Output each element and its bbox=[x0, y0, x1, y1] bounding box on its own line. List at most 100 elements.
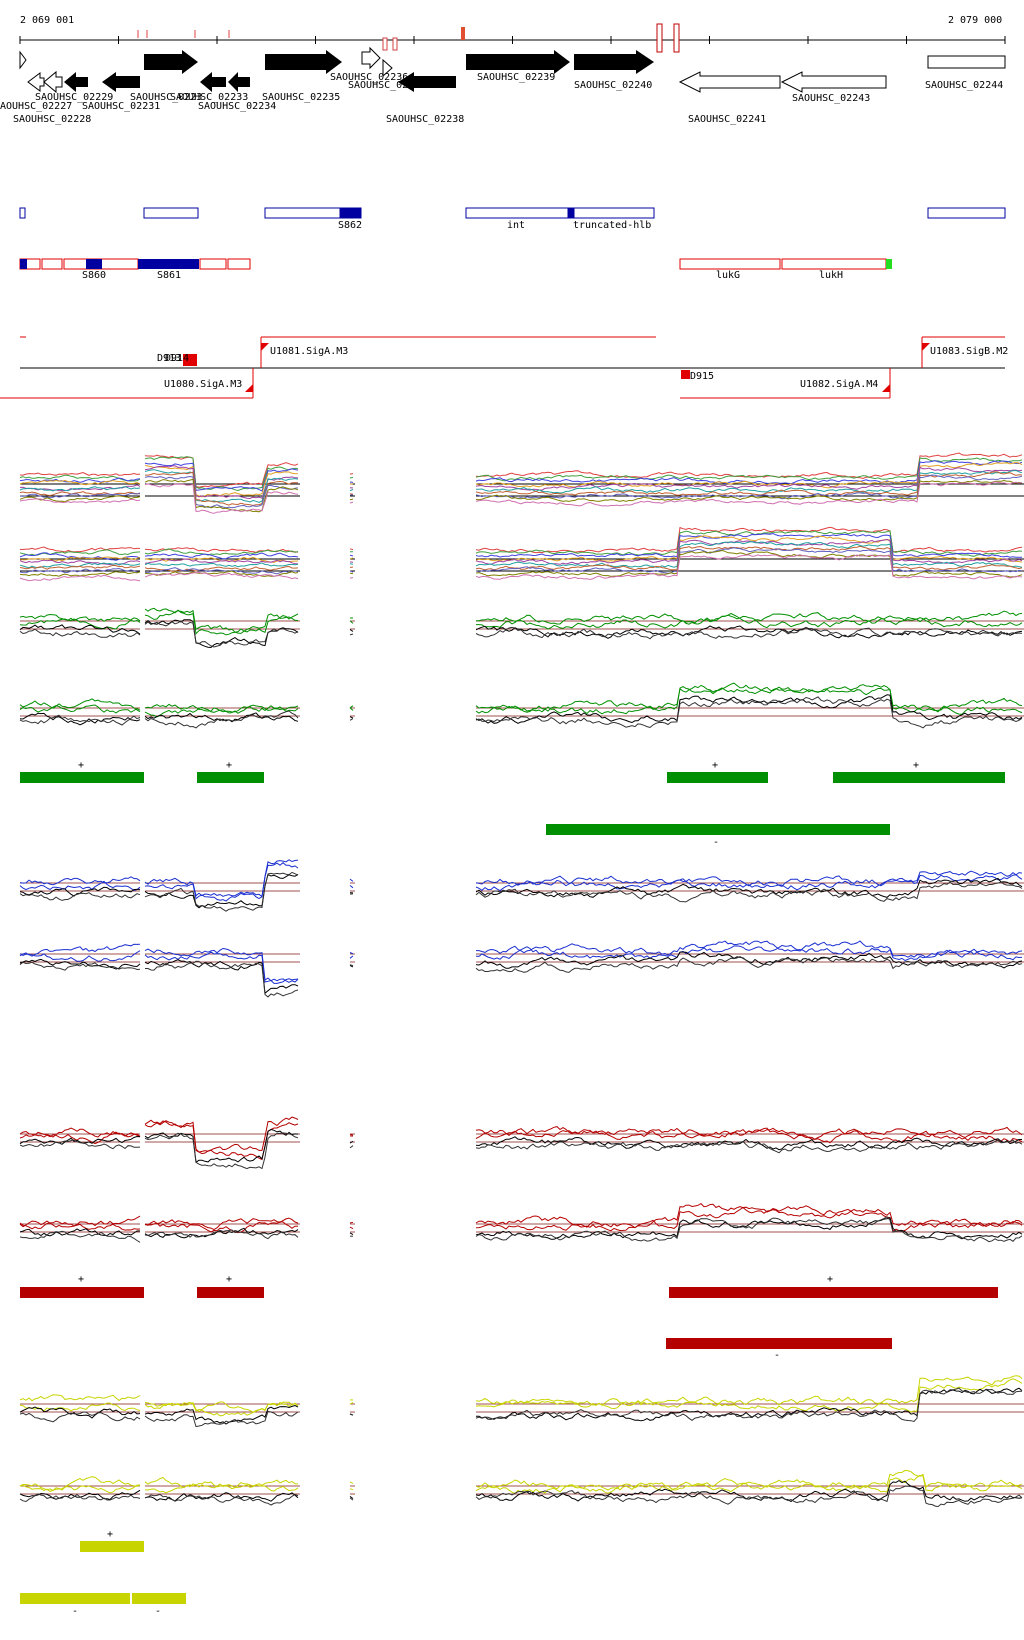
profile-trace bbox=[144, 571, 299, 580]
profile-trace bbox=[19, 546, 140, 553]
profile-trace bbox=[19, 1411, 141, 1423]
profile-trace bbox=[475, 466, 1023, 491]
profile-trace bbox=[19, 624, 141, 635]
promoter-label: D913 bbox=[157, 353, 181, 364]
promoter-label: D915 bbox=[690, 371, 714, 382]
profile-trace bbox=[475, 532, 1022, 558]
gene-arrow bbox=[27, 72, 45, 92]
green-segment-bar bbox=[197, 772, 264, 783]
profile-trace bbox=[349, 1413, 354, 1416]
profile-trace bbox=[475, 452, 1023, 480]
profile-trace bbox=[19, 961, 141, 971]
profile-trace bbox=[475, 554, 1023, 581]
profile-trace bbox=[19, 1476, 141, 1492]
profile-trace bbox=[19, 495, 141, 503]
red-segment-bar bbox=[669, 1287, 998, 1298]
profile-trace bbox=[475, 1127, 1023, 1144]
profile-trace bbox=[144, 1132, 299, 1170]
profile-trace bbox=[19, 477, 141, 483]
profile-trace bbox=[349, 483, 354, 485]
profile-trace bbox=[349, 557, 354, 560]
profile-trace bbox=[475, 469, 1023, 494]
profile-trace bbox=[144, 1476, 299, 1490]
profile-trace bbox=[475, 694, 1023, 724]
profile-trace bbox=[144, 710, 299, 729]
profile-trace bbox=[475, 460, 1023, 485]
gene-label: SAOUHSC_02241 bbox=[688, 114, 766, 125]
profile-trace bbox=[475, 545, 1023, 571]
profile-trace bbox=[349, 1488, 354, 1491]
gene-label: SAOUHSC_02244 bbox=[925, 80, 1003, 91]
profile-trace bbox=[144, 552, 299, 560]
profile-trace bbox=[144, 1128, 299, 1164]
annotation-box-filled bbox=[567, 207, 575, 219]
profile-trace bbox=[19, 1493, 141, 1503]
start-coordinate: 2 069 001 bbox=[20, 15, 74, 26]
promoter-label: U1081.SigA.M3 bbox=[270, 346, 348, 357]
profile-trace bbox=[349, 1226, 354, 1230]
promoter-label: U1080.SigA.M3 bbox=[164, 379, 242, 390]
profile-trace bbox=[19, 492, 141, 499]
profile-trace bbox=[144, 462, 299, 492]
profile-trace bbox=[19, 1135, 141, 1145]
strand-label: - bbox=[713, 837, 719, 848]
profile-trace bbox=[144, 862, 299, 902]
profile-trace bbox=[475, 1139, 1023, 1154]
profile-trace bbox=[475, 479, 1023, 502]
profile-trace bbox=[19, 876, 141, 886]
annotation-box bbox=[781, 258, 887, 270]
yellow-segment-bar bbox=[132, 1593, 186, 1604]
profile-trace bbox=[349, 501, 354, 504]
profile-trace bbox=[475, 1375, 1023, 1406]
blue-annotation-track bbox=[19, 207, 1006, 219]
profile-trace bbox=[349, 1481, 354, 1484]
gene-label: SAOUHSC_02239 bbox=[477, 72, 555, 83]
profile-trace bbox=[144, 703, 299, 713]
profile-trace bbox=[19, 1394, 141, 1402]
profile-trace bbox=[475, 874, 1023, 892]
profile-trace bbox=[144, 456, 299, 492]
gene-arrow bbox=[265, 50, 342, 74]
profile-trace bbox=[19, 556, 141, 562]
profile-trace bbox=[476, 940, 1023, 958]
annotation-label-lukg: lukG bbox=[716, 270, 740, 281]
annotation-box bbox=[227, 258, 251, 270]
profile-trace bbox=[144, 562, 299, 568]
profile-trace bbox=[475, 1474, 1023, 1495]
gene-label: SAOUHSC_02233 bbox=[170, 92, 248, 103]
gene-label: SAOUHSC_02236 bbox=[330, 72, 408, 83]
profile-trace bbox=[349, 1145, 354, 1149]
annotation-box-filled bbox=[138, 259, 199, 269]
gene-label: SAOUHSC_0223 bbox=[130, 92, 202, 103]
profile-trace bbox=[475, 1387, 1023, 1422]
profile-trace bbox=[475, 1216, 1023, 1243]
profile-trace bbox=[475, 535, 1023, 563]
profile-trace bbox=[144, 1493, 299, 1506]
profile-trace bbox=[349, 952, 354, 955]
profile-trace bbox=[19, 491, 141, 497]
annotation-box bbox=[41, 258, 63, 270]
profile-trace bbox=[349, 577, 354, 579]
gene-label: AOUHSC_02227 bbox=[0, 101, 72, 112]
annotation-label-truncated-hlb: truncated-hlb bbox=[573, 220, 651, 231]
profile-trace bbox=[349, 707, 354, 711]
strand-label: - bbox=[774, 1350, 780, 1361]
gene-track: SAOUHSC_02229 AOUHSC_02227 SAOUHSC_02228… bbox=[0, 46, 1006, 125]
promoter-label: U1082.SigA.M4 bbox=[800, 379, 878, 390]
profile-trace bbox=[475, 457, 1023, 482]
profile-trace bbox=[144, 1116, 299, 1155]
profile-trace bbox=[349, 620, 354, 624]
profile-trace bbox=[19, 628, 141, 638]
gene-label: SAOUHSC_02234 bbox=[198, 101, 276, 112]
profile-trace bbox=[349, 885, 354, 889]
profile-trace bbox=[475, 696, 1023, 729]
promoter-block bbox=[681, 370, 690, 379]
profile-trace bbox=[144, 871, 299, 912]
profile-trace bbox=[19, 1220, 141, 1231]
profile-trace bbox=[475, 1378, 1023, 1413]
profile-trace bbox=[349, 493, 354, 495]
profile-trace bbox=[475, 1387, 1023, 1423]
strand-label: + bbox=[226, 760, 232, 771]
green-segment-bar bbox=[833, 772, 1005, 783]
gene-arrow bbox=[102, 72, 140, 92]
